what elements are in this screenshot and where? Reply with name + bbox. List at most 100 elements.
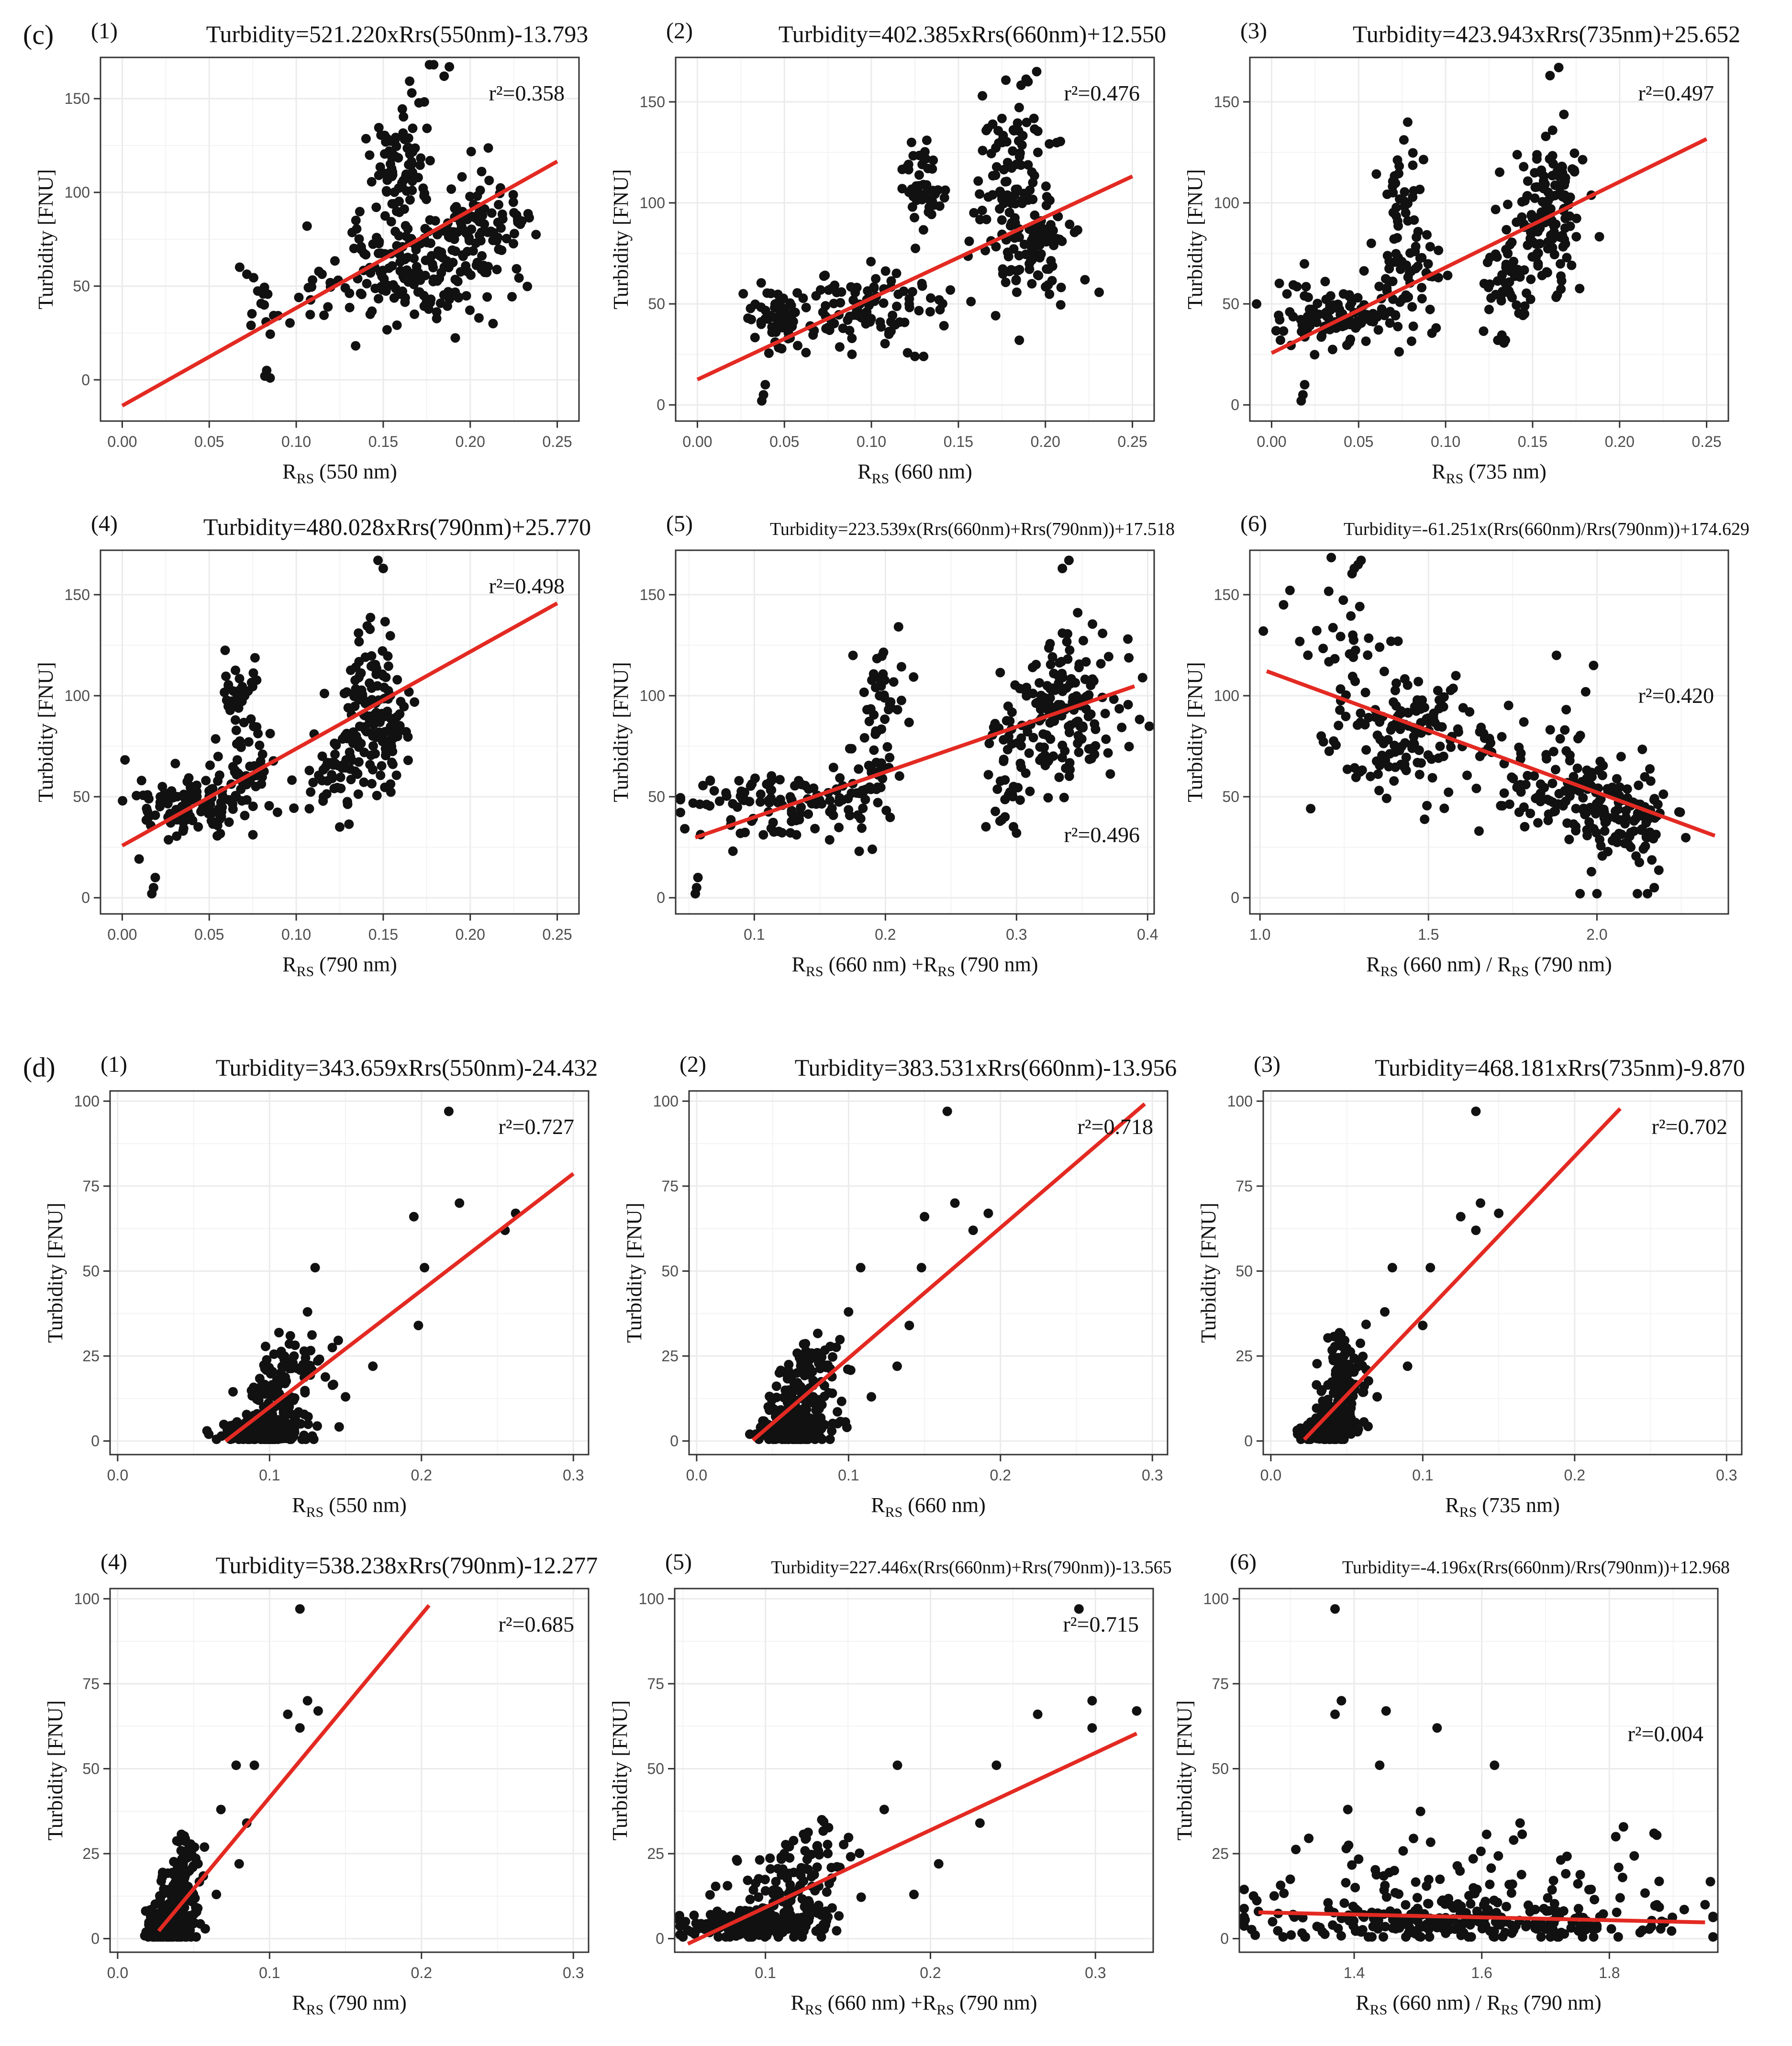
data-point (1398, 294, 1408, 304)
chart-c4: 0.00 0.05 0.10 0.15 0.20 0.25050100150Turbidi… (34, 511, 591, 979)
data-point (509, 208, 519, 218)
data-point (1312, 1359, 1322, 1368)
data-point (365, 150, 375, 160)
y-tick-label: 75 (647, 1675, 664, 1692)
x-tick-label: 0.10 (281, 926, 311, 943)
section-label-d: (d) (23, 1052, 56, 1083)
data-point (760, 1886, 770, 1896)
data-point (808, 1376, 818, 1386)
data-point (1013, 136, 1024, 146)
data-point (1044, 755, 1054, 765)
data-point (157, 782, 167, 791)
data-point (381, 751, 390, 760)
data-point (512, 264, 522, 274)
x-tick-label: 0.1 (755, 1964, 776, 1981)
data-point (1274, 278, 1284, 289)
data-point (1409, 738, 1419, 748)
data-point (1479, 1900, 1489, 1910)
data-point (1479, 326, 1489, 336)
data-point (1571, 232, 1581, 242)
data-point (1519, 802, 1529, 812)
data-point (479, 204, 490, 214)
data-point (1011, 275, 1021, 285)
y-tick-label: 100 (1227, 1092, 1253, 1110)
data-point (1348, 635, 1358, 645)
data-point (1039, 693, 1049, 702)
plot-frame (1249, 56, 1729, 422)
x-label-symbol: R (871, 1493, 885, 1517)
data-point (1409, 186, 1419, 196)
data-point (1645, 764, 1655, 774)
data-point (785, 1853, 795, 1863)
data-point (307, 1330, 317, 1340)
data-point (319, 792, 328, 802)
plot-frame (688, 1090, 1169, 1456)
data-point (1490, 1932, 1500, 1942)
x-label-subscript: RS (1370, 2002, 1388, 2018)
data-point (1377, 304, 1387, 314)
data-point (1328, 623, 1338, 633)
data-point (203, 809, 213, 819)
data-point (784, 1868, 794, 1879)
data-point (1539, 171, 1549, 181)
data-point (232, 739, 242, 749)
data-point (1558, 167, 1568, 178)
x-label-subscript: RS (806, 964, 824, 979)
data-point (1436, 695, 1446, 705)
data-point (313, 1706, 323, 1716)
x-tick-label: 0.2 (411, 1467, 432, 1484)
panel-index: (3) (1240, 18, 1267, 44)
data-point (1341, 712, 1351, 722)
x-tick-label: 0.25 (1692, 433, 1721, 450)
data-point (1495, 167, 1504, 177)
data-point (1057, 628, 1068, 638)
x-axis-label: RRS (790 nm) (282, 953, 397, 979)
data-point (999, 165, 1009, 175)
data-point (177, 1884, 186, 1894)
data-point (1035, 742, 1045, 752)
data-point (1033, 1709, 1043, 1719)
data-point (204, 1429, 214, 1439)
data-point (1505, 240, 1515, 250)
y-axis-label: Turbidity [FNU] (1173, 1701, 1196, 1841)
data-point (869, 282, 879, 292)
data-point (856, 1263, 866, 1273)
data-point (1543, 1893, 1553, 1903)
data-point (330, 749, 340, 759)
data-point (214, 770, 224, 780)
data-point (1279, 600, 1289, 610)
data-point (738, 289, 748, 299)
data-point (1578, 793, 1588, 803)
data-point (381, 286, 391, 296)
data-point (1406, 336, 1416, 346)
data-point (1373, 769, 1383, 779)
data-point (319, 310, 329, 320)
data-point (781, 1840, 791, 1850)
data-point (1087, 1723, 1097, 1733)
data-point (1471, 1225, 1481, 1235)
data-point (1565, 192, 1575, 202)
data-point (907, 287, 917, 297)
x-tick-label: 0.3 (1085, 1964, 1106, 1981)
y-tick-label: 50 (82, 1262, 100, 1279)
data-point (354, 628, 364, 638)
data-point (1137, 673, 1147, 683)
data-point (256, 756, 266, 766)
data-point (234, 1859, 244, 1869)
data-point (1352, 720, 1362, 730)
data-point (1458, 703, 1468, 713)
data-point (1520, 822, 1530, 832)
data-point (260, 1379, 270, 1390)
data-point (801, 347, 811, 357)
data-point (787, 322, 797, 332)
data-point (246, 714, 256, 724)
data-point (1658, 789, 1669, 799)
data-point (773, 289, 783, 300)
data-point (1033, 147, 1043, 157)
x-label-wavelength: (660 nm) + (824, 953, 924, 976)
y-tick-label: 25 (647, 1845, 664, 1862)
data-point (865, 782, 875, 792)
data-point (1413, 695, 1422, 705)
data-point (1559, 234, 1569, 245)
data-point (1425, 1837, 1436, 1847)
